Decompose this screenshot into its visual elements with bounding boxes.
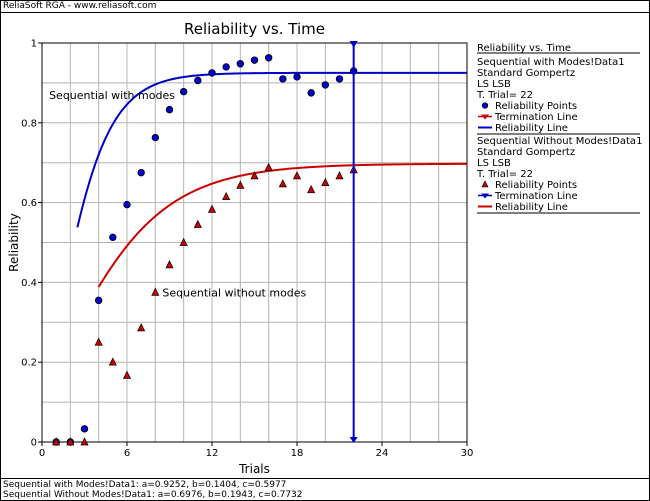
data-point-series-2 xyxy=(179,237,188,246)
legend-model: Standard Gompertz xyxy=(477,147,575,158)
data-point-series-1 xyxy=(208,69,216,77)
legend-series-name: Sequential with Modes!Data1 xyxy=(477,57,625,68)
termination-bottom-marker xyxy=(349,437,358,443)
data-point-series-1 xyxy=(179,87,188,96)
reliability-line-series-1 xyxy=(76,71,467,228)
plot-frame xyxy=(41,42,468,443)
data-point-series-1 xyxy=(123,200,131,209)
chart-title: Reliability vs. Time xyxy=(184,20,325,38)
data-point-series-1 xyxy=(151,133,160,142)
data-point-series-1 xyxy=(80,425,89,433)
y-tick-label: 0.8 xyxy=(21,118,37,129)
legend-trial: T. Trial= 22 xyxy=(476,169,533,180)
data-point-series-2 xyxy=(151,287,160,296)
data-point-series-2 xyxy=(321,177,330,186)
chart-text: Reliability vs. Time Trials Reliability Seq… xyxy=(7,20,325,476)
reliability-line-series-2 xyxy=(97,162,468,288)
legend-title: Reliability vs. Time xyxy=(477,43,571,54)
data-point-series-2 xyxy=(66,437,75,446)
legend-method: LS LSB xyxy=(477,79,511,90)
x-tick-label: 12 xyxy=(206,448,219,459)
data-point-series-2 xyxy=(335,171,344,180)
data-point-series-2 xyxy=(264,162,273,171)
data-point-series-2 xyxy=(193,219,202,228)
data-point-series-1 xyxy=(137,168,145,177)
data-point-series-1 xyxy=(293,73,301,81)
legend-termination-symbol-marker xyxy=(481,114,489,120)
data-point-series-1 xyxy=(321,81,330,89)
data-point-series-1 xyxy=(250,56,259,64)
x-axis-label: Trials xyxy=(238,462,270,476)
termination-top-marker xyxy=(349,41,358,48)
data-point-series-1 xyxy=(165,105,174,114)
data-point-series-2 xyxy=(292,171,302,180)
data-point-series-2 xyxy=(108,357,117,366)
header-divider xyxy=(1,12,649,13)
data-point-series-2 xyxy=(137,323,146,332)
data-point-series-2 xyxy=(94,337,103,346)
termination-line xyxy=(349,41,358,443)
data-points xyxy=(52,54,358,446)
y-axis-label: Reliability xyxy=(7,213,21,272)
data-point-series-1 xyxy=(279,75,287,83)
y-tick-label: 0 xyxy=(31,438,37,449)
x-tick-label: 18 xyxy=(291,448,304,459)
y-tick-label: 0.2 xyxy=(21,358,37,369)
y-tick-label: 0.6 xyxy=(21,198,37,209)
y-tick-label: 1 xyxy=(31,39,37,50)
legend-trial: T. Trial= 22 xyxy=(476,90,533,101)
data-point-series-1 xyxy=(236,60,245,68)
data-point-series-2 xyxy=(207,204,217,213)
data-point-series-2 xyxy=(122,370,132,379)
legend-method: LS LSB xyxy=(477,158,511,169)
legend-termination-label: Termination Line xyxy=(494,191,578,202)
data-point-series-1 xyxy=(109,233,117,242)
data-point-series-2 xyxy=(80,437,89,446)
legend-points-label: Reliability Points xyxy=(495,101,577,112)
legend-points-symbol xyxy=(481,180,489,188)
data-point-series-1 xyxy=(194,76,202,85)
legend-series-name: Sequential Without Modes!Data1 xyxy=(477,136,642,147)
annotation-label: Sequential with modes xyxy=(49,89,175,102)
footer-divider xyxy=(1,478,649,479)
footer-line-series-1: Sequential with Modes!Data1: a=0.9252, b… xyxy=(3,480,287,490)
data-point-series-2 xyxy=(278,179,287,188)
data-point-series-1 xyxy=(222,63,230,71)
x-tick-label: 24 xyxy=(376,448,389,459)
footer-line-series-2: Sequential Without Modes!Data1: a=0.6976… xyxy=(3,490,303,500)
data-point-series-1 xyxy=(264,54,273,62)
axes: 0 6 12 18 24 30 0 0.2 0.4 0.6 0.8 1 xyxy=(21,39,473,460)
data-point-series-2 xyxy=(165,260,174,269)
y-tick-label: 0.4 xyxy=(21,278,37,289)
legend-line-label: Reliability Line xyxy=(495,202,568,213)
data-point-series-2 xyxy=(222,191,231,200)
x-tick-label: 30 xyxy=(461,448,474,459)
annotation-label: Sequential without modes xyxy=(162,286,306,299)
data-point-series-2 xyxy=(307,185,316,194)
legend-termination-symbol-marker xyxy=(481,193,489,199)
data-point-series-1 xyxy=(307,89,315,97)
reliability-chart: 0 6 12 18 24 30 0 0.2 0.4 0.6 0.8 1 Reliability vs.… xyxy=(7,20,642,476)
x-tick-label: 6 xyxy=(124,448,130,459)
source-label: ReliaSoft RGA - www.reliasoft.com xyxy=(3,1,157,11)
legend: Reliability vs. Time Sequential with Mode… xyxy=(476,43,642,214)
legend-points-label: Reliability Points xyxy=(495,180,577,191)
data-point-series-1 xyxy=(335,75,344,83)
legend-line-label: Reliability Line xyxy=(495,123,568,134)
data-point-series-1 xyxy=(94,296,103,305)
reliability-lines xyxy=(76,71,468,288)
data-point-series-2 xyxy=(236,180,245,189)
data-point-series-2 xyxy=(250,171,259,180)
data-point-series-2 xyxy=(52,437,61,446)
x-tick-label: 0 xyxy=(39,448,45,459)
grid xyxy=(42,43,467,442)
legend-termination-label: Termination Line xyxy=(494,112,578,123)
legend-model: Standard Gompertz xyxy=(477,68,575,79)
legend-points-symbol xyxy=(481,102,489,109)
